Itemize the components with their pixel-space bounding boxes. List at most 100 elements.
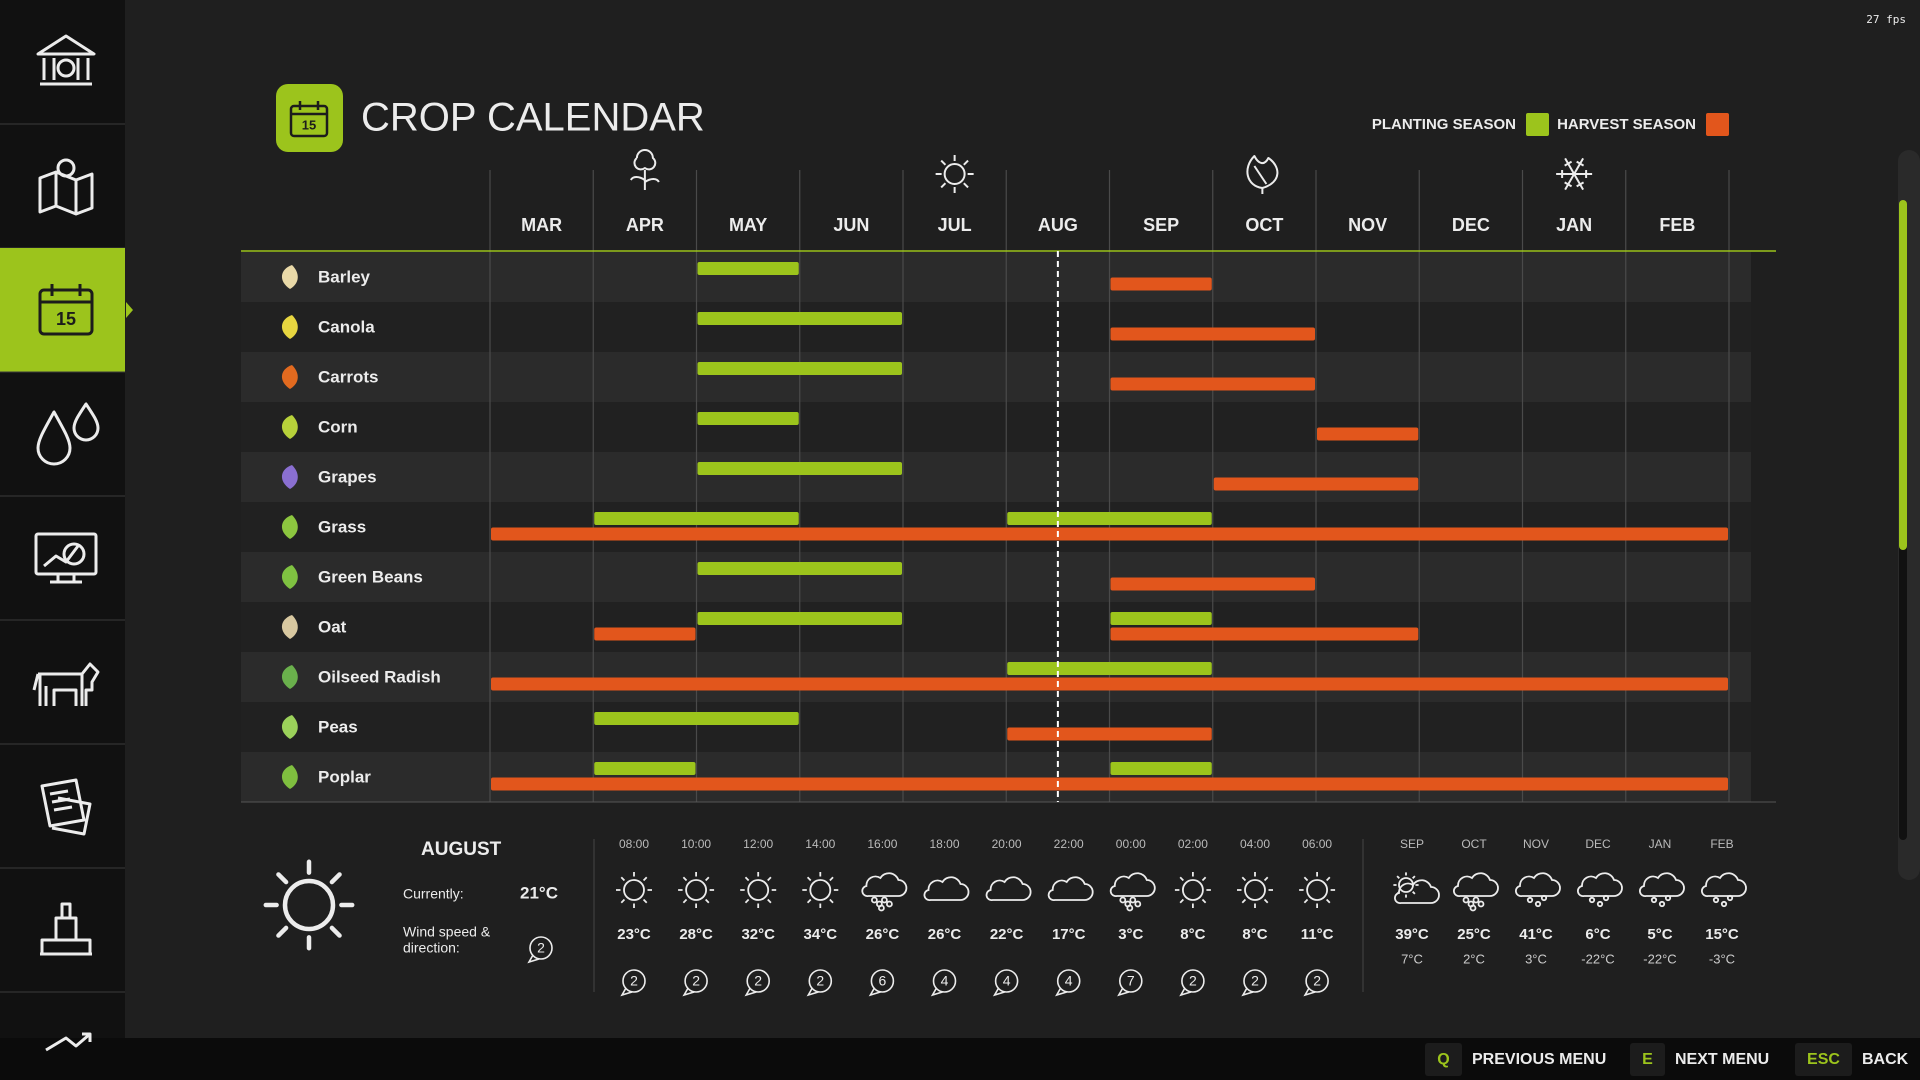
crop-icon (281, 465, 298, 489)
sidebar-item[interactable] (0, 620, 125, 744)
wind-speed: 2 (692, 973, 700, 989)
hour-label: 18:00 (929, 837, 959, 851)
shape (923, 876, 970, 901)
planting-bar (1110, 762, 1212, 775)
sidebar-item[interactable] (0, 868, 125, 992)
icon-stats (34, 532, 98, 584)
shape (740, 872, 777, 908)
shape (1534, 900, 1542, 908)
shape (1462, 896, 1470, 904)
month-label: OCT (1245, 215, 1283, 235)
shape (1306, 879, 1328, 901)
month-label: APR (626, 215, 664, 235)
crop-row (241, 402, 1751, 452)
harvest-bar (1007, 727, 1212, 741)
harvest-bar (1110, 577, 1315, 591)
weather-icon (740, 872, 777, 908)
shape (1244, 879, 1266, 901)
key-box[interactable] (1630, 1043, 1665, 1076)
wind-indicator (746, 969, 771, 993)
harvest-bar (1110, 377, 1315, 391)
hour-temp: 3°C (1118, 926, 1143, 943)
weather-icon (1701, 872, 1747, 908)
shape (1477, 900, 1485, 908)
forecast-high: 25°C (1457, 926, 1491, 943)
legend-label: HARVEST SEASON (1557, 116, 1696, 133)
shape (1299, 872, 1336, 908)
wind-tail (1303, 987, 1316, 997)
shape (1588, 896, 1596, 904)
wind-tail (1117, 987, 1130, 997)
wind-speed: 4 (1065, 973, 1073, 989)
wind-indicator (529, 936, 553, 960)
key-box[interactable] (1425, 1043, 1462, 1076)
sidebar-item[interactable] (0, 744, 125, 868)
forecast-high: 15°C (1705, 926, 1739, 943)
crop-row (241, 552, 1751, 602)
shape (1126, 904, 1134, 912)
hour-temp: 26°C (866, 926, 900, 943)
crop-name: Poplar (318, 767, 371, 786)
key-hint: E (1642, 1051, 1653, 1068)
shape (1602, 894, 1610, 902)
shape (678, 872, 715, 908)
wind-speed: 2 (816, 973, 824, 989)
harvest-bar (1110, 627, 1419, 641)
shape (943, 163, 966, 185)
footer-action[interactable]: NEXT MENU (1675, 1051, 1769, 1068)
icon-weather (36, 402, 100, 466)
forecast-high: 39°C (1395, 926, 1429, 943)
crop-row (241, 652, 1751, 702)
forecast-high: 5°C (1647, 926, 1672, 943)
key-hint: Q (1437, 1051, 1449, 1068)
month-label: MAR (521, 215, 562, 235)
sidebar-item[interactable] (0, 496, 125, 620)
shape (935, 155, 974, 193)
crop-name: Green Beans (318, 567, 423, 586)
hour-temp: 22°C (990, 926, 1024, 943)
sidebar-item[interactable] (0, 992, 125, 1080)
shape (1453, 872, 1499, 897)
wind-tail (1241, 987, 1254, 997)
shape (809, 879, 832, 901)
shape (45, 1032, 92, 1052)
month-label: MAY (729, 215, 767, 235)
wind-speed: 4 (941, 973, 949, 989)
sidebar-item[interactable] (0, 124, 125, 248)
sidebar-item[interactable] (0, 372, 125, 496)
crop-row (241, 502, 1751, 552)
shape (289, 104, 329, 138)
forecast-low: -22°C (1643, 951, 1676, 966)
shape (1129, 896, 1137, 904)
weather-icon (1047, 876, 1094, 901)
forecast-month: NOV (1523, 837, 1549, 851)
sidebar-item-active[interactable] (0, 248, 125, 372)
shape (1712, 896, 1720, 904)
scrollbar[interactable] (1899, 200, 1907, 550)
season-spring (629, 149, 660, 190)
season-winter (1556, 157, 1593, 191)
harvest-bar (491, 777, 1728, 791)
crop-row (241, 252, 1751, 302)
forecast-low: 2°C (1463, 951, 1485, 966)
weather-icon (1577, 872, 1623, 908)
footer-action[interactable]: BACK (1862, 1051, 1909, 1068)
hour-temp: 26°C (928, 926, 962, 943)
forecast-month: DEC (1585, 837, 1611, 851)
crop-icon (281, 765, 298, 789)
harvest-bar (491, 527, 1728, 541)
season-autumn (1246, 155, 1279, 194)
shape (62, 542, 86, 566)
forecast-month: FEB (1710, 837, 1733, 851)
forecast-month: SEP (1400, 837, 1424, 851)
weather-icon (1174, 872, 1211, 908)
wind-indicator (1305, 969, 1329, 993)
key-box[interactable] (1795, 1043, 1852, 1076)
hour-label: 04:00 (1240, 837, 1270, 851)
footer-action[interactable]: PREVIOUS MENU (1472, 1051, 1606, 1068)
crop-icon (281, 365, 298, 389)
wind-tail (682, 987, 695, 997)
wind-indicator (622, 969, 646, 993)
crop-name: Grass (318, 517, 366, 536)
